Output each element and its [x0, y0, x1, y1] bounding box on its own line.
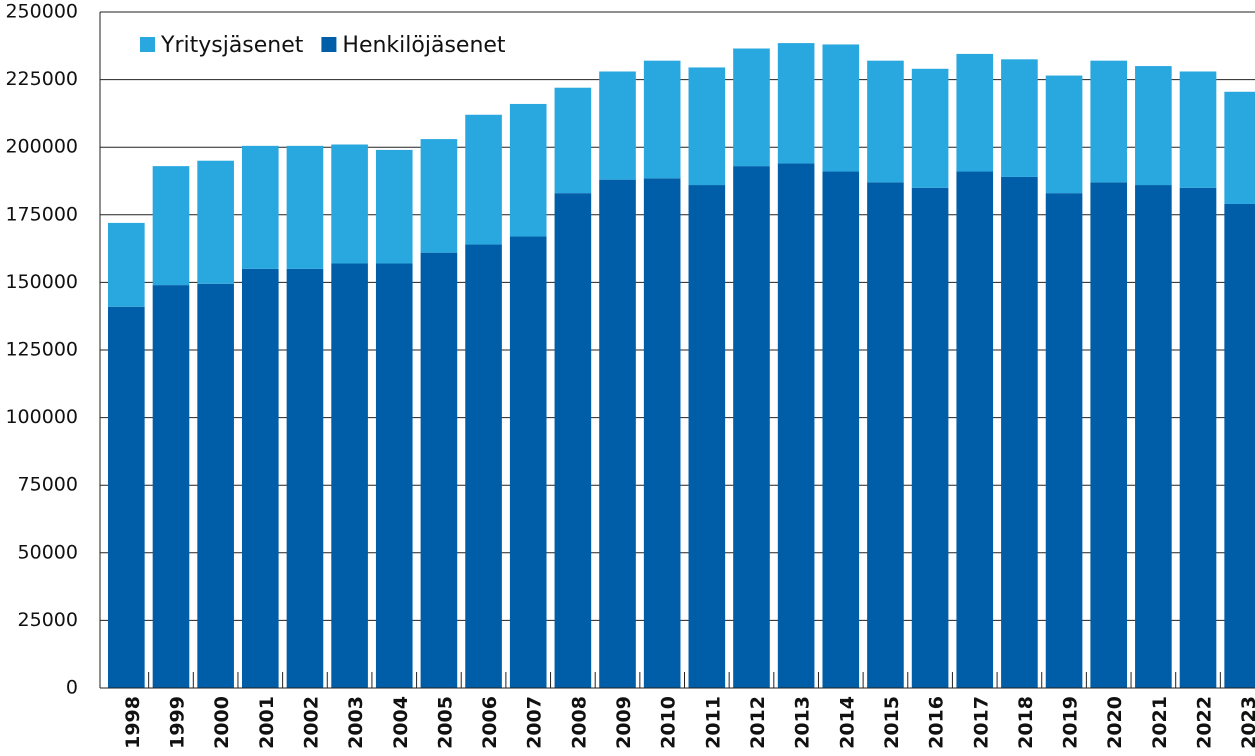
- x-tick-label: 2016: [926, 696, 948, 749]
- bar-segment: [509, 236, 547, 688]
- bar-segment: [197, 283, 234, 688]
- bar-segment: [822, 171, 860, 688]
- x-tick-label: 2007: [524, 696, 546, 749]
- x-tick-label: 1999: [166, 696, 188, 749]
- bar-segment: [1224, 203, 1255, 688]
- bar-segment: [241, 145, 279, 269]
- x-tick-label: 2002: [300, 696, 322, 749]
- bar-segment: [241, 268, 279, 688]
- y-tick-label: 100000: [5, 406, 78, 428]
- bar-segment: [331, 144, 368, 264]
- bar-segment: [1001, 59, 1038, 177]
- bar-segment: [331, 263, 368, 688]
- bar-segment: [867, 182, 904, 689]
- y-tick-label: 200000: [5, 136, 78, 158]
- y-tick-label: 75000: [18, 474, 78, 496]
- x-tick-label: 2017: [970, 696, 992, 749]
- y-tick-label: 175000: [5, 203, 78, 225]
- x-tick-label: 2005: [434, 696, 456, 749]
- bar-segment: [733, 166, 770, 689]
- bar-segment: [911, 187, 949, 688]
- x-tick-label: 2014: [836, 696, 858, 749]
- bar-segment: [1045, 75, 1083, 194]
- bar-segment: [956, 171, 994, 688]
- y-tick-label: 125000: [5, 339, 78, 361]
- legend-swatch: [321, 37, 337, 52]
- bar-segment: [911, 68, 949, 188]
- bar-segment: [554, 87, 592, 194]
- x-tick-label: 2021: [1149, 696, 1171, 749]
- y-tick-label: 0: [66, 677, 78, 699]
- x-tick-label: 2019: [1060, 696, 1082, 749]
- x-tick-label: 2015: [881, 696, 903, 749]
- bar-segment: [688, 67, 726, 186]
- bar-segment: [1090, 60, 1128, 183]
- bar-segment: [822, 44, 860, 172]
- bar-segment: [1045, 193, 1083, 688]
- bars: [108, 43, 1255, 689]
- x-tick-label: 2008: [568, 696, 590, 749]
- bar-segment: [1179, 71, 1217, 188]
- x-tick-label: 2022: [1194, 696, 1216, 749]
- bar-segment: [554, 193, 592, 688]
- x-tick-label: 2000: [211, 696, 233, 749]
- bar-segment: [197, 160, 234, 284]
- bar-segment: [867, 60, 904, 183]
- y-tick-label: 250000: [5, 1, 78, 23]
- x-tick-label: 2001: [256, 696, 278, 749]
- bar-segment: [375, 263, 413, 688]
- x-tick-label: 2010: [658, 696, 680, 749]
- bar-segment: [643, 178, 681, 688]
- bar-segment: [420, 139, 458, 253]
- x-tick-label: 2009: [613, 696, 635, 749]
- bar-segment: [286, 268, 324, 688]
- bar-segment: [733, 48, 770, 167]
- x-tick-label: 2013: [792, 696, 814, 749]
- bar-segment: [777, 163, 815, 688]
- x-tick-label: 2011: [702, 696, 724, 749]
- bar-segment: [956, 53, 994, 172]
- bar-segment: [152, 285, 190, 688]
- bar-segment: [599, 71, 636, 180]
- legend-label: Henkilöjäsenet: [342, 33, 506, 58]
- y-tick-label: 225000: [5, 68, 78, 90]
- legend: Yritysjäsenet Henkilöjäsenet: [140, 33, 506, 58]
- bar-segment: [108, 306, 145, 688]
- bar-segment: [509, 103, 547, 237]
- bar-segment: [420, 252, 458, 688]
- x-tick-label: 1998: [122, 696, 144, 749]
- bar-segment: [1135, 185, 1172, 688]
- bar-segment: [152, 166, 190, 286]
- bar-segment: [1135, 66, 1172, 186]
- bar-segment: [1224, 91, 1255, 204]
- x-tick-label: 2006: [479, 696, 501, 749]
- x-tick-label: 2023: [1238, 696, 1255, 749]
- bar-segment: [465, 114, 502, 245]
- bar-segment: [1090, 182, 1128, 689]
- x-tick-label: 2020: [1104, 696, 1126, 749]
- x-tick-label: 2018: [1015, 696, 1037, 749]
- legend-swatch: [140, 37, 155, 52]
- bar-segment: [1179, 187, 1217, 688]
- bar-segment: [108, 222, 145, 307]
- legend-label: Yritysjäsenet: [160, 33, 304, 58]
- bar-segment: [688, 185, 726, 688]
- bar-segment: [599, 179, 636, 688]
- axes: [99, 12, 1255, 689]
- x-tick-label: 2012: [747, 696, 769, 749]
- bar-segment: [777, 43, 815, 164]
- x-tick-label: 2004: [390, 696, 412, 749]
- bar-segment: [643, 60, 681, 179]
- y-tick-label: 25000: [18, 609, 78, 631]
- bar-segment: [465, 244, 502, 688]
- y-tick-label: 150000: [5, 271, 78, 293]
- x-tick-label: 2003: [345, 696, 367, 749]
- y-tick-label: 50000: [18, 541, 78, 563]
- bar-segment: [286, 145, 324, 269]
- bar-segment: [1001, 176, 1038, 688]
- bar-segment: [375, 149, 413, 264]
